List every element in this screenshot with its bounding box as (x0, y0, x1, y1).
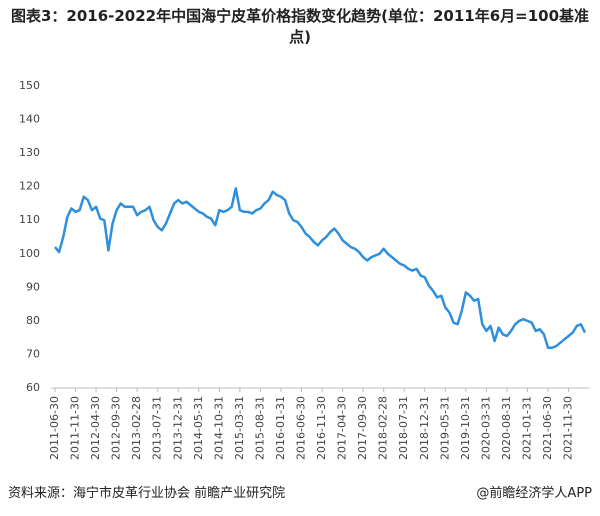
x-tick-label: 2020-03-31 (479, 396, 492, 460)
x-tick-label: 2012-04-30 (89, 396, 102, 460)
y-tick-label: 60 (26, 381, 40, 394)
credit: @前瞻经济学人APP (476, 486, 592, 501)
y-tick-label: 140 (19, 113, 40, 126)
y-tick-label: 70 (26, 347, 40, 360)
x-tick-label: 2012-09-30 (110, 396, 123, 460)
x-tick-label: 2018-07-31 (397, 396, 410, 460)
x-tick-label: 2016-01-31 (274, 396, 287, 460)
x-tick-label: 2019-05-31 (438, 396, 451, 460)
y-tick-label: 80 (26, 314, 40, 327)
y-tick-label: 100 (19, 247, 40, 260)
x-tick-label: 2013-07-31 (151, 396, 164, 460)
line (54, 187, 587, 349)
y-tick-label: 90 (26, 280, 40, 293)
y-tick-label: 130 (19, 146, 40, 159)
x-tick-label: 2018-12-31 (418, 396, 431, 460)
x-tick-label: 2019-10-31 (459, 396, 472, 460)
y-tick-label: 120 (19, 180, 40, 193)
x-tick-label: 2017-04-30 (336, 396, 349, 460)
x-tick-label: 2011-11-30 (69, 396, 82, 460)
x-tick-label: 2021-01-31 (520, 396, 533, 460)
x-tick-label: 2018-02-28 (377, 396, 390, 460)
x-tick-label: 2017-09-30 (356, 396, 369, 460)
source-note: 资料来源：海宁市皮革行业协会 前瞻产业研究院 (8, 486, 286, 501)
x-tick-label: 2015-03-31 (233, 396, 246, 460)
x-tick-label: 2016-06-30 (295, 396, 308, 460)
x-tick-label: 2021-11-30 (562, 396, 575, 460)
y-tick-label: 150 (19, 79, 40, 92)
x-tick-label: 2016-11-30 (315, 396, 328, 460)
y-tick-label: 110 (19, 213, 40, 226)
x-tick-label: 2020-08-31 (500, 396, 513, 460)
x-tick-label: 2014-05-31 (192, 396, 205, 460)
x-tick-label: 2015-08-31 (253, 396, 266, 460)
x-tick-label: 2014-10-31 (212, 396, 225, 460)
chart-title: 图表3：2016-2022年中国海宁皮革价格指数变化趋势(单位：2011年6月=… (10, 7, 590, 46)
x-tick-label: 2011-06-30 (48, 396, 61, 460)
x-tick-label: 2021-06-30 (541, 396, 554, 460)
x-tick-label: 2013-12-31 (171, 396, 184, 460)
x-tick-label: 2013-02-28 (130, 396, 143, 460)
